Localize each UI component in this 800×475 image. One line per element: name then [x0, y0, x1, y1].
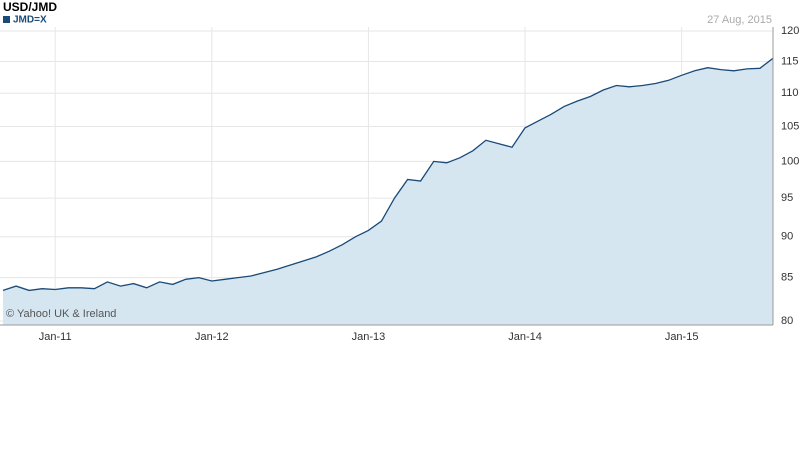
y-tick-label: 80 — [781, 315, 793, 327]
date-label: 27 Aug, 2015 — [707, 14, 772, 26]
x-tick-label: Jan-14 — [508, 331, 542, 343]
legend-entry: JMD=X — [13, 15, 47, 26]
y-tick-label: 100 — [781, 155, 799, 167]
x-tick-label: Jan-15 — [665, 331, 699, 343]
y-tick-label: 110 — [781, 87, 799, 99]
y-tick-label: 115 — [781, 55, 799, 67]
y-tick-label: 120 — [781, 25, 799, 37]
area — [3, 58, 773, 326]
x-tick-label: Jan-13 — [352, 331, 386, 343]
y-tick-label: 105 — [781, 120, 799, 132]
y-tick-label: 90 — [781, 231, 793, 243]
legend-swatch — [3, 16, 10, 23]
x-tick-label: Jan-12 — [195, 331, 229, 343]
chart-title: USD/JMD — [3, 0, 57, 14]
y-tick-label: 95 — [781, 192, 793, 204]
line — [2, 57, 774, 292]
y-tick-label: 85 — [781, 272, 793, 284]
x-tick-label: Jan-11 — [39, 331, 72, 343]
credit: © Yahoo! UK & Ireland — [6, 308, 116, 320]
